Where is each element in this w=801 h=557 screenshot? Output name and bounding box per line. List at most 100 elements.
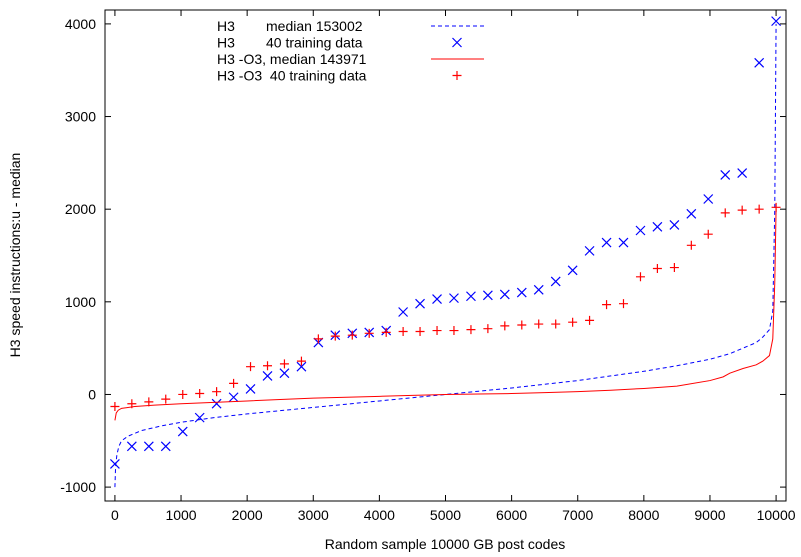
x-tick-label: 2000 <box>232 507 263 523</box>
data-point <box>195 389 204 398</box>
data-point <box>721 208 730 217</box>
y-tick-label: 2000 <box>65 201 96 217</box>
data-point <box>483 324 492 333</box>
series-3 <box>110 203 780 411</box>
legend-item: H3 -O3 40 training data <box>217 68 462 84</box>
x-axis: 0 1000 2000 3000 4000 5000 6000 7000 8000 9000 100… <box>111 10 796 523</box>
data-point <box>619 238 628 247</box>
x-tick-label: 10000 <box>757 507 796 523</box>
data-point <box>263 361 272 370</box>
x-tick-label: 6000 <box>496 507 527 523</box>
legend-item: H3 median 153002 <box>217 18 484 34</box>
data-point <box>331 332 340 341</box>
plot-frame <box>105 10 786 501</box>
y-tick-label: 0 <box>88 386 96 402</box>
data-point <box>161 442 170 451</box>
data-point <box>500 290 509 299</box>
legend-label: H3 40 training data <box>217 35 363 51</box>
data-point <box>229 393 238 402</box>
x-tick-label: 1000 <box>165 507 196 523</box>
legend-label: H3 -O3 40 training data <box>217 68 367 84</box>
data-point <box>517 288 526 297</box>
data-point <box>246 362 255 371</box>
data-point <box>585 246 594 255</box>
data-point <box>534 320 543 329</box>
data-point <box>382 328 391 337</box>
x-tick-label: 3000 <box>298 507 329 523</box>
data-point <box>144 442 153 451</box>
data-point <box>619 299 628 308</box>
series-line <box>115 209 776 420</box>
data-point <box>721 170 730 179</box>
data-point <box>161 395 170 404</box>
series-0 <box>115 24 776 487</box>
data-point <box>399 327 408 336</box>
data-point <box>416 327 425 336</box>
data-point <box>449 326 458 335</box>
data-point <box>500 321 509 330</box>
y-tick-label: 1000 <box>65 294 96 310</box>
data-point <box>314 334 323 343</box>
x-tick-label: 0 <box>111 507 119 523</box>
data-point <box>755 58 764 67</box>
legend-label: H3 median 153002 <box>217 18 363 34</box>
data-point <box>466 325 475 334</box>
legend-swatch <box>453 71 462 80</box>
x-axis-label: Random sample 10000 GB post codes <box>325 536 565 552</box>
data-point <box>365 329 374 338</box>
data-point <box>433 295 442 304</box>
data-point <box>127 442 136 451</box>
data-point <box>229 379 238 388</box>
data-point <box>178 390 187 399</box>
x-tick-label: 8000 <box>628 507 659 523</box>
data-point <box>755 205 764 214</box>
data-point <box>704 194 713 203</box>
y-tick-label: 3000 <box>65 109 96 125</box>
data-point <box>687 241 696 250</box>
legend-label: H3 -O3, median 143971 <box>217 51 367 67</box>
data-point <box>551 320 560 329</box>
y-tick-label: 4000 <box>65 16 96 32</box>
data-point <box>585 316 594 325</box>
x-tick-label: 5000 <box>430 507 461 523</box>
data-point <box>517 320 526 329</box>
data-point <box>263 371 272 380</box>
data-point <box>449 294 458 303</box>
data-point <box>416 299 425 308</box>
data-point <box>551 277 560 286</box>
data-point <box>433 326 442 335</box>
data-point <box>602 300 611 309</box>
data-point <box>453 38 462 47</box>
data-point <box>602 238 611 247</box>
y-axis-label: H3 speed instructions:u - median <box>7 153 23 358</box>
data-point <box>110 402 119 411</box>
data-point <box>246 384 255 393</box>
data-point <box>534 285 543 294</box>
data-point <box>178 427 187 436</box>
x-tick-label: 4000 <box>364 507 395 523</box>
data-point <box>738 206 747 215</box>
data-point <box>653 264 662 273</box>
data-point <box>399 308 408 317</box>
data-point <box>687 209 696 218</box>
data-point <box>212 387 221 396</box>
data-point <box>195 413 204 422</box>
data-point <box>670 220 679 229</box>
data-point <box>704 230 713 239</box>
legend-item: H3 -O3, median 143971 <box>217 51 484 67</box>
data-point <box>110 459 119 468</box>
data-point <box>738 169 747 178</box>
data-point <box>280 369 289 378</box>
data-point <box>483 291 492 300</box>
data-point <box>653 222 662 231</box>
x-tick-label: 9000 <box>694 507 725 523</box>
series-2 <box>115 209 776 420</box>
y-tick-label: -1000 <box>60 479 96 495</box>
x-tick-label: 7000 <box>562 507 593 523</box>
data-point <box>568 266 577 275</box>
series-1 <box>110 17 780 469</box>
series-line <box>115 24 776 487</box>
data-point <box>670 263 679 272</box>
data-point <box>466 292 475 301</box>
